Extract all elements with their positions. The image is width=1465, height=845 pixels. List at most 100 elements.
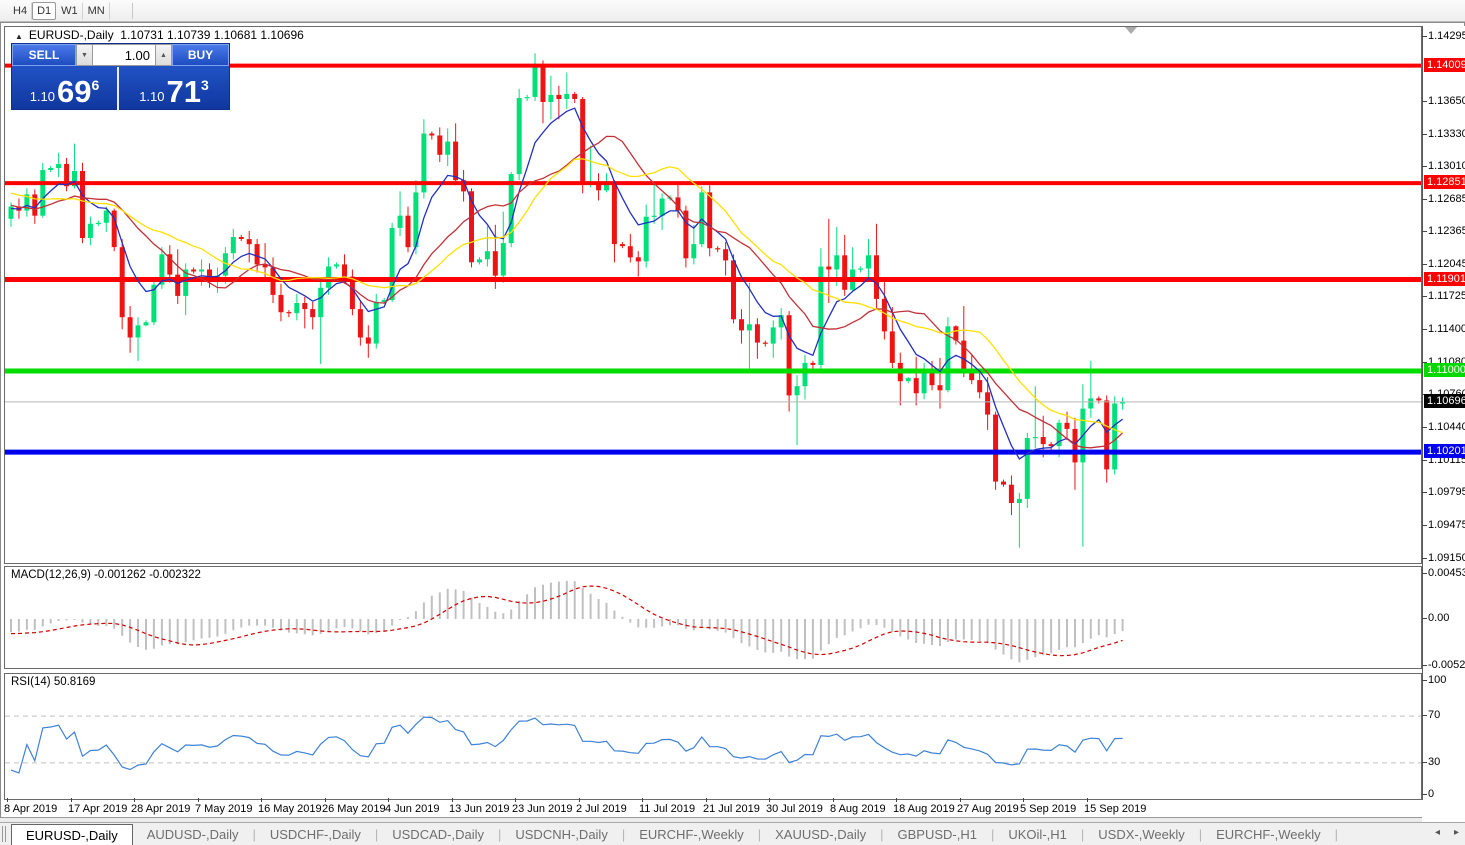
timeframe-button-h4[interactable]: H4 <box>8 1 33 20</box>
date-tick <box>7 798 8 802</box>
date-label: 28 Apr 2019 <box>131 803 191 815</box>
price-level-badge: 1.12851 <box>1424 175 1465 189</box>
date-label: 30 Jul 2019 <box>766 803 823 815</box>
volume-input[interactable] <box>93 44 155 66</box>
date-label: 23 Jun 2019 <box>512 803 573 815</box>
chart-tab-eurusd-daily[interactable]: EURUSD-,Daily <box>11 824 133 845</box>
chart-tab-ukoil-h1[interactable]: UKOil-,H1 <box>1008 826 1067 842</box>
buy-button[interactable]: BUY <box>172 44 229 66</box>
tabbar-grip <box>2 826 6 842</box>
price-axis-label: 1.12685 <box>1428 193 1465 205</box>
date-label: 16 May 2019 <box>258 803 322 815</box>
date-tick <box>452 798 453 802</box>
macd-axis-label: 0.00 <box>1428 612 1450 624</box>
volume-up-button[interactable]: ▲ <box>155 44 172 66</box>
timeframe-toolbar: H4 D1 W1 MN <box>0 0 1465 22</box>
rsi-axis-tick <box>1422 794 1427 795</box>
macd-label: MACD(12,26,9) -0.001262 -0.002322 <box>11 569 201 581</box>
chevron-up-icon: ▲ <box>160 51 167 59</box>
price-level-badge: 1.11901 <box>1424 272 1465 286</box>
date-tick <box>515 798 516 802</box>
price-axis-column[interactable] <box>1422 26 1465 822</box>
toolbar-group-separator <box>131 2 133 19</box>
ask-price[interactable]: 1.10 71 3 <box>119 67 229 111</box>
axis-separator-line <box>1422 26 1423 800</box>
price-pane[interactable] <box>4 26 1422 564</box>
price-axis-label: 1.13010 <box>1428 160 1465 172</box>
tab-scroll-right-icon[interactable]: ▸ <box>1453 827 1459 838</box>
timeframe-button-d1[interactable]: D1 <box>32 1 57 20</box>
chart-tab-audusd-daily[interactable]: AUDUSD-,Daily <box>146 826 239 842</box>
sell-button[interactable]: SELL <box>12 44 76 66</box>
tab-scroll-left-icon[interactable]: ◂ <box>1434 827 1440 838</box>
price-level-badge: 1.10696 <box>1424 394 1465 408</box>
timeframe-button-w1[interactable]: W1 <box>56 1 83 20</box>
scroll-to-end-marker[interactable] <box>1125 27 1137 34</box>
date-label: 4 Jun 2019 <box>385 803 440 815</box>
date-tick <box>642 798 643 802</box>
chart-tab-usdchf-daily[interactable]: USDCHF-,Daily <box>269 826 361 842</box>
macd-axis-label: -0.005205 <box>1428 659 1465 671</box>
chart-tab-xauusd-daily[interactable]: XAUUSD-,Daily <box>775 826 867 842</box>
price-axis-label: 1.13650 <box>1428 95 1465 107</box>
price-axis-tick <box>1422 36 1427 37</box>
bid-prefix: 1.10 <box>29 89 56 104</box>
date-label: 8 Aug 2019 <box>830 803 886 815</box>
price-axis-label: 1.09795 <box>1428 486 1465 498</box>
ask-pipette: 3 <box>201 77 209 93</box>
tab-separator: | <box>880 826 884 842</box>
volume-down-button[interactable]: ▼ <box>76 44 93 66</box>
date-label: 2 Jul 2019 <box>576 803 627 815</box>
bid-big-digits: 69 <box>57 74 92 109</box>
date-tick <box>325 798 326 802</box>
tab-separator: | <box>1334 826 1339 842</box>
chart-tab-eurchf-weekly[interactable]: EURCHF-,Weekly <box>1216 826 1321 842</box>
rsi-axis-tick <box>1422 680 1427 681</box>
chart-tab-usdx-weekly[interactable]: USDX-,Weekly <box>1098 826 1185 842</box>
macd-axis-label: 0.004536 <box>1428 567 1465 579</box>
chart-tab-eurchf-weekly[interactable]: EURCHF-,Weekly <box>639 826 744 842</box>
price-axis-label: 1.11725 <box>1428 290 1465 302</box>
date-label: 27 Aug 2019 <box>957 803 1019 815</box>
date-label: 11 Jul 2019 <box>639 803 696 815</box>
chart-tab-gbpusd-h1[interactable]: GBPUSD-,H1 <box>897 826 977 842</box>
date-tick <box>960 798 961 802</box>
date-label: 15 Sep 2019 <box>1084 803 1147 815</box>
price-axis-label: 1.12045 <box>1428 258 1465 270</box>
price-level-badge: 1.10201 <box>1424 444 1465 458</box>
rsi-pane[interactable]: RSI(14) 50.8169 <box>4 673 1422 800</box>
price-level-badge: 1.14009 <box>1424 58 1465 72</box>
tab-separator: | <box>252 826 256 842</box>
rsi-axis-tick <box>1422 762 1427 763</box>
price-axis-tick <box>1422 101 1427 102</box>
tab-separator: | <box>1080 826 1085 842</box>
date-tick <box>1023 798 1024 802</box>
chart-tab-bar: EURUSD-,Daily AUDUSD-,Daily | USDCHF-,Daily… <box>0 822 1465 845</box>
price-axis-tick <box>1422 492 1427 493</box>
collapse-icon[interactable]: ▲ <box>15 32 23 41</box>
price-axis-tick <box>1422 134 1427 135</box>
chart-symbol-period: EURUSD-,Daily <box>28 28 114 42</box>
macd-axis-tick <box>1422 618 1427 619</box>
rsi-axis-label: 0 <box>1428 788 1435 800</box>
chart-tab-usdcad-daily[interactable]: USDCAD-,Daily <box>392 826 484 842</box>
price-axis-tick <box>1422 460 1427 461</box>
date-label: 21 Jul 2019 <box>703 803 760 815</box>
price-axis-tick <box>1422 296 1427 297</box>
price-axis-tick <box>1422 525 1427 526</box>
price-axis-label: 1.09150 <box>1428 552 1465 564</box>
tab-separator: | <box>990 826 995 842</box>
date-label: 5 Sep 2019 <box>1020 803 1077 815</box>
timeframe-button-mn[interactable]: MN <box>83 1 110 20</box>
price-axis-tick <box>1422 166 1427 167</box>
tab-separator: | <box>374 826 379 842</box>
bid-price[interactable]: 1.10 69 6 <box>12 67 119 111</box>
ask-prefix: 1.10 <box>139 89 165 104</box>
date-tick <box>198 798 199 802</box>
price-axis-tick <box>1422 199 1427 200</box>
date-label: 17 Apr 2019 <box>68 803 128 815</box>
macd-pane[interactable]: MACD(12,26,9) -0.001262 -0.002322 <box>4 566 1422 669</box>
chart-tab-usdcnh-daily[interactable]: USDCNH-,Daily <box>515 826 608 842</box>
date-tick <box>769 798 770 802</box>
